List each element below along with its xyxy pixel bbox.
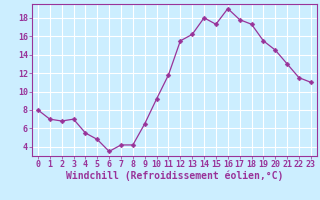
- X-axis label: Windchill (Refroidissement éolien,°C): Windchill (Refroidissement éolien,°C): [66, 171, 283, 181]
